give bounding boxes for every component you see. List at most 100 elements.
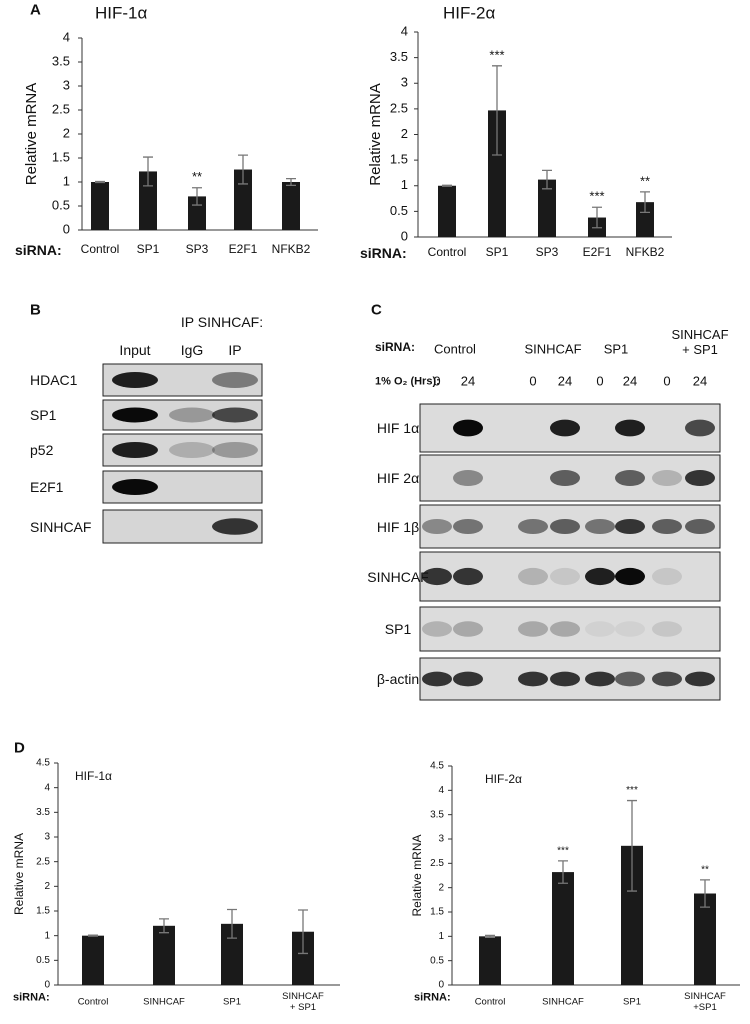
y-tick-label: 3 [401,75,408,90]
y-tick-label: 1.5 [52,149,70,164]
error-bar [238,154,248,185]
time-value: 24 [557,373,573,389]
x-tick-label: SP1 [136,242,160,257]
x-tick-label: Control [427,245,467,260]
row-label: HIF 1α [376,419,420,436]
blot-band [585,567,615,586]
row-label: SP1 [384,620,412,637]
y-axis-label: Relative mRNA [410,834,424,916]
group-label: SINHCAF + SP1 [671,327,729,357]
x-tick-label: Control [474,996,506,1008]
error-bar [700,879,710,908]
time-label: 1% O₂ (Hrs): [375,375,440,388]
x-tick-label: SP1 [623,996,641,1008]
row-label: SINHCAF [30,518,92,535]
bar [153,925,175,985]
row-label: p52 [30,441,54,458]
x-tick-label: NFKB2 [625,245,665,260]
time-value: 0 [529,373,537,389]
time-value: 0 [663,373,671,389]
y-tick-label: 0 [401,228,408,243]
row-label: SINHCAF [367,568,429,585]
y-tick-label: 2 [401,126,408,141]
row-label: HIF 1β [376,518,420,535]
blot-band [652,671,682,687]
y-axis-label: Relative mRNA [367,83,384,186]
y-tick-label: 2 [438,882,444,893]
blot-band [422,671,452,687]
blot-band [652,469,682,487]
bar [221,923,243,985]
blot-band [212,442,258,458]
blot-band [685,671,715,687]
blot-band [453,671,483,687]
bar [234,169,252,230]
chart-title: HIF-2α [485,772,522,786]
x-axis-label: siRNA: [15,241,62,258]
y-tick-label: 1.5 [390,152,408,167]
blot-band [453,469,483,487]
blot-band [212,407,258,423]
bar [292,931,314,985]
y-tick-label: 1 [438,931,444,942]
blot-strip [419,606,721,652]
blot-band [615,419,645,437]
group-label: Control [434,341,476,357]
blot-band [453,621,483,637]
blot-band [585,621,615,637]
blot-band [112,479,158,495]
error-bar [592,206,602,229]
time-value: 24 [622,373,638,389]
y-tick-label: 0.5 [390,203,408,218]
blot-band [585,518,615,535]
blot-band [453,419,483,437]
bar [479,936,501,985]
row-label: HDAC1 [30,371,78,388]
blot-band [212,372,258,388]
y-tick-label: 2 [63,125,70,140]
y-tick-label: 2.5 [390,100,408,115]
blot-band [615,621,645,637]
y-tick-label: 3 [438,834,444,845]
time-value: 24 [460,373,476,389]
error-bar [485,934,495,938]
blot-band [518,621,548,637]
error-bar [88,934,98,937]
error-bar [95,180,105,184]
bar [538,179,556,237]
time-value: 0 [596,373,604,389]
row-label: SP1 [30,406,57,423]
y-tick-label: 2.5 [430,858,444,869]
significance: *** [557,846,569,857]
y-tick-label: 1 [401,177,408,192]
error-bar [192,187,202,206]
bar [552,872,574,985]
blot-band [112,407,158,423]
panel-label: A [30,1,41,19]
y-tick-label: 1 [44,930,50,941]
blot-band [550,671,580,687]
y-tick-label: 4 [44,782,50,793]
y-tick-label: 3 [44,832,50,843]
error-bar [159,918,169,934]
blot-band [422,567,452,586]
y-axis-label: Relative mRNA [23,83,40,186]
chart-title: HIF-1α [75,769,112,783]
y-tick-label: 0 [63,221,70,236]
x-tick-label: SINHCAF + SP1 [282,991,324,1013]
error-bar [143,156,153,187]
chart-title: HIF-1α [95,3,148,22]
row-label: β-actin [376,670,420,687]
y-tick-label: 3.5 [430,809,444,820]
error-bar [227,908,237,939]
x-tick-label: SINHCAF [542,996,584,1008]
blot-band [550,567,580,586]
y-tick-label: 2.5 [52,101,70,116]
significance: *** [589,189,604,204]
error-bar [627,799,637,892]
y-tick-label: 3.5 [52,53,70,68]
blot-band [453,567,483,586]
x-tick-label: SP3 [185,242,209,257]
time-value: 0 [433,373,441,389]
